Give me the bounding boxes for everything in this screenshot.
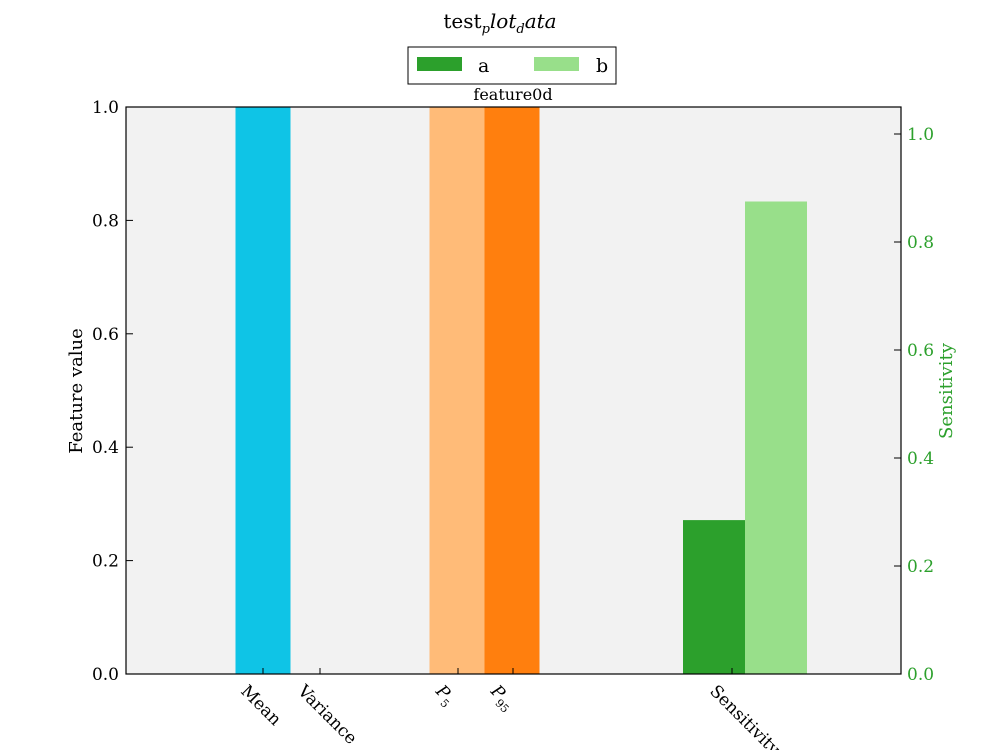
- legend-label-a: a: [478, 55, 489, 77]
- chart-subtitle: feature0d: [473, 85, 552, 104]
- x-axis: Mean Variance P5 P95 Sensitivity: [236, 668, 784, 750]
- left-tick-label: 0.4: [92, 438, 119, 458]
- x-tick-label: Variance: [293, 681, 361, 749]
- bars-group: [235, 107, 807, 674]
- y-axis-label-right: Sensitivity: [936, 342, 957, 439]
- right-tick-label: 1.0: [907, 125, 934, 145]
- bar-mean: [235, 107, 291, 674]
- left-tick-label: 0.6: [92, 325, 119, 345]
- left-tick-label: 1.0: [92, 98, 119, 118]
- right-tick-label: 0.0: [907, 665, 934, 685]
- right-tick-label: 0.2: [907, 557, 934, 577]
- right-axis: 0.0 0.2 0.4 0.6 0.8 1.0: [894, 125, 934, 685]
- legend-swatch-b: [534, 57, 579, 71]
- x-tick-label: Mean: [236, 681, 285, 730]
- bar-p-95: [484, 107, 540, 674]
- legend: a b: [407, 46, 617, 85]
- chart-title: testplotdata: [443, 9, 556, 37]
- plot-frame: [125, 106, 902, 675]
- left-tick-label: 0.2: [92, 552, 119, 572]
- left-tick-label: 0.8: [92, 211, 119, 231]
- bar-p-5: [429, 107, 485, 674]
- right-tick-label: 0.8: [907, 233, 934, 253]
- right-tick-label: 0.4: [907, 449, 934, 469]
- right-tick-label: 0.6: [907, 341, 934, 361]
- legend-label-b: b: [596, 55, 608, 77]
- left-tick-label: 0.0: [92, 665, 119, 685]
- x-tick-label: Sensitivity: [705, 681, 783, 750]
- x-tick-label: P5: [429, 681, 459, 711]
- y-axis-label: Feature value: [66, 328, 87, 454]
- x-tick-label: P95: [484, 681, 519, 716]
- bar-sensitivity-b: [745, 201, 807, 674]
- bar-sensitivity-a: [683, 520, 745, 674]
- legend-swatch-a: [417, 57, 462, 71]
